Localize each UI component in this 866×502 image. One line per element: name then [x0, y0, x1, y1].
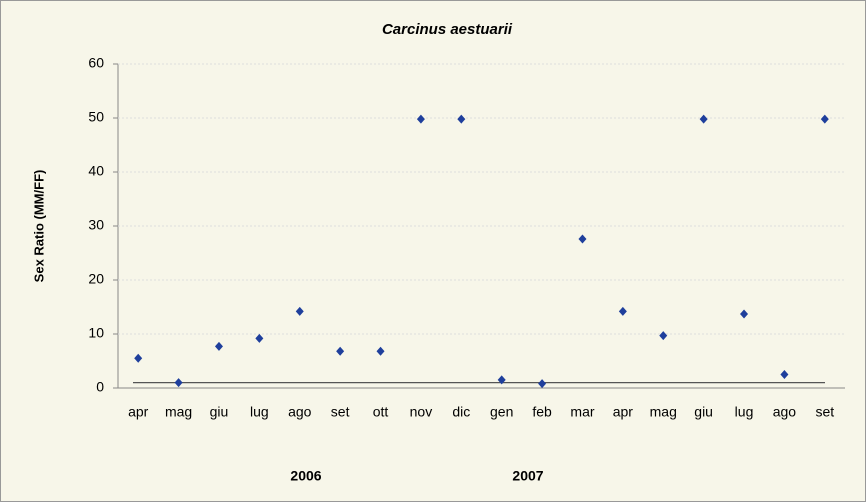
x-tick-label: mag — [165, 404, 192, 420]
y-tick-label: 50 — [88, 109, 104, 125]
x-tick-label: feb — [532, 404, 552, 420]
y-axis-label: Sex Ratio (MM/FF) — [31, 170, 46, 283]
x-tick-label: dic — [452, 404, 470, 420]
marker — [820, 114, 829, 124]
year-label: 2006 — [290, 468, 321, 484]
marker — [699, 114, 708, 124]
year-label: 2007 — [512, 468, 543, 484]
marker — [416, 114, 425, 124]
x-tick-label: ott — [373, 404, 389, 420]
y-tick-label: 0 — [96, 379, 104, 395]
marker — [497, 375, 506, 385]
x-tick-label: apr — [128, 404, 149, 420]
chart-title: Carcinus aestuarii — [382, 21, 513, 38]
x-tick-label: giu — [694, 404, 713, 420]
marker — [740, 309, 749, 319]
marker — [174, 378, 183, 388]
x-tick-label: giu — [210, 404, 229, 420]
marker — [618, 306, 627, 316]
marker — [214, 341, 223, 351]
x-tick-label: apr — [613, 404, 634, 420]
y-tick-label: 40 — [88, 163, 104, 179]
x-tick-label: ago — [288, 404, 312, 420]
marker — [295, 306, 304, 316]
x-tick-label: gen — [490, 404, 513, 420]
marker — [255, 333, 264, 343]
marker — [336, 346, 345, 356]
marker — [538, 379, 547, 389]
marker — [780, 370, 789, 379]
marker — [659, 331, 668, 341]
y-tick-label: 60 — [88, 55, 104, 71]
marker — [457, 114, 466, 124]
marker — [578, 234, 587, 244]
x-tick-label: set — [331, 404, 350, 420]
x-tick-label: lug — [735, 404, 754, 420]
x-tick-label: nov — [410, 404, 433, 420]
x-tick-label: lug — [250, 404, 269, 420]
x-tick-label: set — [815, 404, 834, 420]
y-tick-label: 10 — [88, 325, 104, 341]
y-tick-label: 20 — [88, 271, 104, 287]
marker — [134, 353, 143, 363]
marker — [376, 346, 385, 356]
x-tick-label: ago — [773, 404, 797, 420]
y-tick-label: 30 — [88, 217, 104, 233]
x-tick-label: mar — [570, 404, 594, 420]
x-tick-label: mag — [650, 404, 677, 420]
